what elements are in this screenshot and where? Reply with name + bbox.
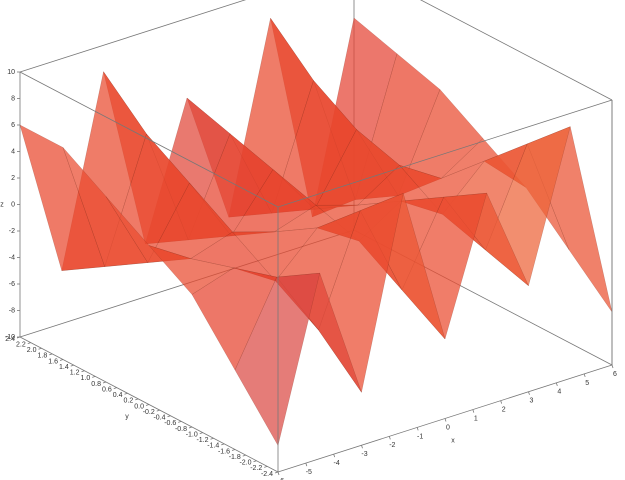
y-tick-label: -2.4: [261, 471, 273, 478]
x-tick-label: -3: [361, 451, 367, 458]
y-tick-label: 1.0: [81, 375, 91, 382]
z-tick-label: -2: [9, 228, 15, 235]
y-tick: [210, 437, 214, 440]
x-tick: [583, 373, 586, 378]
y-tick: [59, 359, 64, 361]
y-tick: [124, 392, 128, 395]
y-tick-label: 0.4: [113, 392, 123, 399]
box-edge: [277, 99, 613, 208]
y-tick-label: -1.0: [186, 431, 198, 438]
y-tick: [231, 449, 236, 451]
x-tick-label: -1: [417, 433, 423, 440]
y-tick-label: 0.6: [102, 386, 112, 393]
y-tick: [38, 347, 42, 350]
y-tick: [49, 353, 53, 356]
x-tick: [528, 391, 530, 395]
x-tick-label: 6: [613, 371, 617, 378]
box-edge: [19, 71, 279, 208]
x-tick: [388, 436, 391, 440]
x-tick-label: -4: [334, 460, 340, 467]
y-tick-label: -2.0: [239, 460, 251, 467]
y-tick-label: 1.6: [48, 358, 58, 365]
x-tick-label: -5: [306, 469, 312, 476]
x-tick-label: 0: [446, 424, 450, 431]
y-tick-label: 0.2: [124, 398, 134, 405]
z-axis-label: z: [0, 201, 4, 208]
x-tick-label: 4: [557, 389, 561, 396]
y-tick-label: 1.8: [38, 353, 48, 360]
y-tick: [221, 443, 225, 446]
y-tick: [199, 432, 203, 435]
z-tick-label: -4: [9, 254, 15, 261]
x-tick-label: 1: [474, 415, 478, 422]
y-tick-label: -2.2: [250, 465, 262, 472]
y-tick: [167, 415, 171, 418]
y-tick: [253, 460, 257, 463]
box-edge: [19, 0, 247, 73]
y-tick-label: -0.4: [153, 415, 165, 422]
y-tick: [81, 370, 85, 373]
y-tick-label: 2.2: [16, 341, 26, 348]
x-tick-label: 3: [530, 398, 534, 405]
y-tick-label: 1.4: [59, 364, 69, 371]
y-tick: [70, 364, 74, 367]
y-tick: [188, 426, 193, 429]
x-tick: [333, 454, 336, 458]
z-tick-label: 8: [11, 95, 15, 102]
z-tick-label: 10: [7, 69, 15, 76]
y-tick-label: -0.8: [175, 426, 187, 433]
y-tick: [135, 398, 139, 401]
z-tick-label: 2: [11, 175, 15, 182]
y-tick-label: -0.6: [164, 420, 176, 427]
z-tick-label: 4: [11, 148, 15, 155]
y-tick: [16, 336, 21, 339]
y-tick-label: -0.2: [143, 409, 155, 416]
x-tick-label: 5: [585, 380, 589, 387]
surface-patch: [234, 272, 321, 447]
y-tick-label: -1.2: [196, 437, 208, 444]
x-tick: [416, 427, 419, 431]
x-tick: [277, 471, 280, 476]
y-tick-label: 0.0: [134, 403, 144, 410]
y-tick: [274, 471, 279, 474]
x-tick: [305, 462, 308, 467]
x-tick: [444, 418, 447, 422]
y-tick: [178, 420, 182, 423]
y-tick: [242, 454, 246, 457]
y-tick: [27, 342, 31, 345]
y-tick: [113, 387, 117, 390]
y-tick-label: 2.0: [27, 347, 37, 354]
x-tick: [555, 382, 558, 386]
y-tick-label: -1.4: [207, 443, 219, 450]
surface-patch: [148, 244, 235, 295]
y-tick: [145, 404, 150, 406]
y-tick: [264, 465, 268, 468]
x-tick-label: -6: [278, 478, 284, 480]
box-edge: [420, 0, 613, 101]
y-tick: [92, 375, 96, 378]
z-tick-label: 6: [11, 122, 15, 129]
y-tick-label: 2.4: [5, 336, 15, 343]
x-tick: [611, 364, 614, 369]
x-tick: [472, 409, 475, 413]
y-tick: [102, 381, 107, 384]
x-tick: [361, 445, 363, 449]
y-tick-label: -1.6: [218, 448, 230, 455]
z-tick-label: 0: [11, 201, 15, 208]
z-tick-label: -8: [9, 307, 15, 314]
z-tick-label: -6: [9, 281, 15, 288]
y-tick-label: -1.8: [229, 454, 241, 461]
x-tick-label: -2: [389, 442, 395, 449]
x-tick: [500, 400, 503, 404]
y-tick-label: 1.2: [70, 370, 80, 377]
z-tick-label: -10: [5, 334, 15, 341]
y-tick: [156, 409, 160, 412]
x-axis-label: x: [451, 437, 455, 444]
surface-patch: [62, 147, 149, 267]
y-axis-label: y: [125, 413, 129, 420]
y-tick-label: 0.8: [91, 381, 101, 388]
x-tick-label: 2: [502, 407, 506, 414]
